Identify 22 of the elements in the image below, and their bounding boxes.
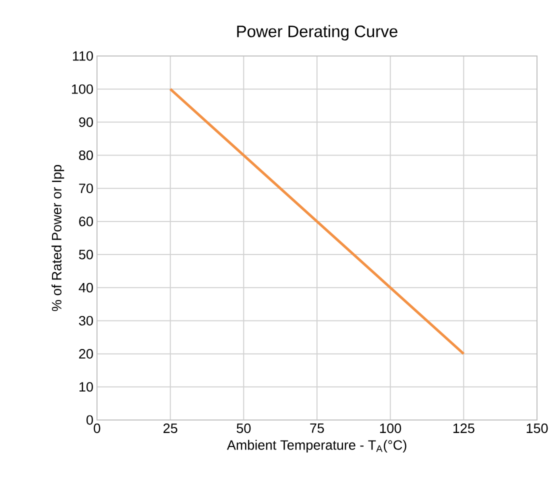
y-tick-label: 50 xyxy=(79,250,93,260)
x-tick-label: 150 xyxy=(526,424,548,434)
chart-title: Power Derating Curve xyxy=(237,25,398,40)
y-tick-label: 40 xyxy=(78,282,93,292)
y-tick-label: 10 xyxy=(79,382,93,392)
y-axis-title: % of Rated Power or Ipp xyxy=(52,165,64,312)
x-tick-label: 125 xyxy=(453,424,474,434)
x-axis-title: Ambient Temperature - T$_{A}$(°C) xyxy=(226,440,406,452)
x-tick-label: 75 xyxy=(310,424,324,433)
y-tick-label: 20 xyxy=(79,349,93,359)
y-tick-label: 100 xyxy=(72,84,93,94)
x-tick-label: 100 xyxy=(380,424,402,434)
y-tick-label: 70 xyxy=(79,184,93,194)
y-tick-label: 110 xyxy=(72,51,93,61)
y-tick-label: 80 xyxy=(79,150,93,160)
y-tick-label: 0 xyxy=(86,415,93,425)
y-tick-label: 60 xyxy=(79,216,93,226)
y-tick-label: 30 xyxy=(78,316,93,326)
x-tick-label: 0 xyxy=(94,424,100,434)
x-tick-label: 50 xyxy=(236,424,251,434)
y-tick-label: 90 xyxy=(79,117,93,127)
x-tick-label: 25 xyxy=(164,424,178,434)
